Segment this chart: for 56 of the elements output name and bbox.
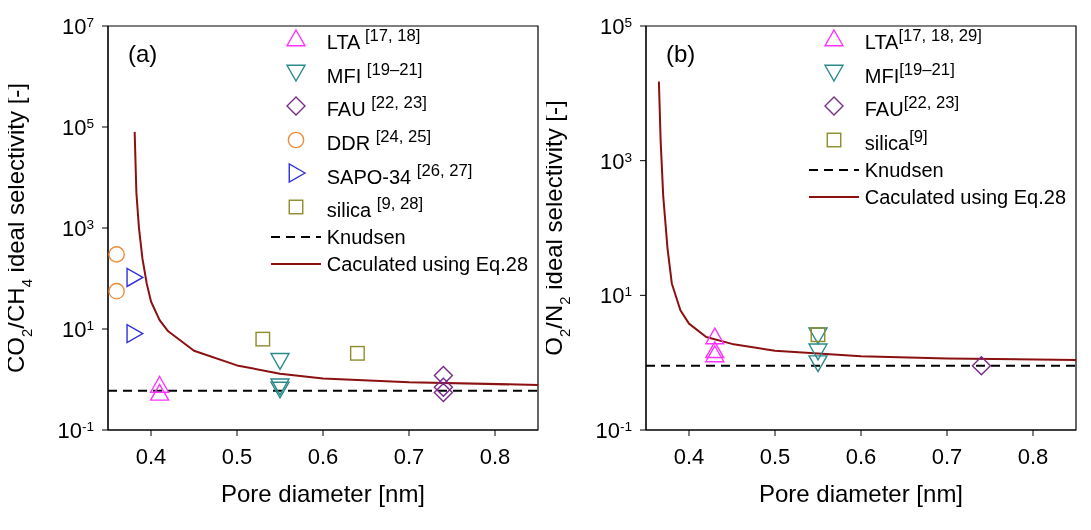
point bbox=[126, 267, 144, 288]
x-axis-title: Pore diameter [nm] bbox=[220, 480, 426, 507]
x-tick-label: 0.5 bbox=[221, 444, 253, 469]
x-tick-label: 0.6 bbox=[307, 444, 339, 469]
point bbox=[270, 352, 290, 370]
point bbox=[808, 343, 828, 361]
annotation: (a) bbox=[128, 40, 158, 68]
y-tick-label: 10$^{1}$ bbox=[599, 283, 632, 309]
legend-label: MFI $^{[19–21]}$ bbox=[326, 58, 423, 89]
legend-label: FAU $^{[22, 23]}$ bbox=[326, 92, 427, 122]
point bbox=[808, 355, 828, 373]
x-tick-label: 0.6 bbox=[845, 444, 877, 469]
y-tick-label: 10$^{5}$ bbox=[599, 14, 632, 39]
point bbox=[149, 383, 170, 401]
x-tick-label: 0.4 bbox=[135, 444, 167, 469]
point bbox=[349, 345, 365, 361]
legend-label: Caculated using Eq.28 bbox=[326, 251, 528, 277]
legend-label: MFI$^{[19–21]}$ bbox=[864, 58, 955, 89]
y-tick-label: 10$^{-1}$ bbox=[595, 418, 632, 443]
annotation: (b) bbox=[666, 40, 696, 68]
x-axis-title: Pore diameter [nm] bbox=[758, 480, 964, 507]
point bbox=[433, 377, 454, 398]
legend-label: Knudsen bbox=[326, 224, 406, 250]
point bbox=[433, 365, 454, 386]
line-series bbox=[133, 130, 538, 386]
y-tick-label: 10$^{3}$ bbox=[61, 216, 94, 241]
y-tick-label: 10$^{5}$ bbox=[61, 115, 94, 140]
point bbox=[126, 323, 144, 344]
x-tick-label: 0.7 bbox=[393, 444, 425, 469]
x-tick-label: 0.7 bbox=[931, 444, 963, 469]
legend-label: DDR $^{[24, 25]}$ bbox=[326, 125, 432, 156]
point bbox=[433, 382, 454, 403]
point bbox=[108, 282, 125, 300]
legend-label: LTA $^{[17, 18]}$ bbox=[326, 25, 421, 55]
x-tick-label: 0.4 bbox=[673, 444, 705, 469]
x-tick-label: 0.5 bbox=[759, 444, 791, 469]
point bbox=[705, 327, 725, 345]
point bbox=[705, 341, 725, 359]
legend-label: LTA$^{[17, 18, 29]}$ bbox=[864, 25, 982, 55]
y-tick-label: 10$^{-1}$ bbox=[57, 418, 94, 443]
legend-label: Knudsen bbox=[864, 157, 944, 183]
point bbox=[108, 246, 125, 263]
legend-label: SAPO-34 $^{[26, 27]}$ bbox=[326, 159, 473, 190]
legend-label: silica $^{[9, 28]}$ bbox=[326, 193, 424, 223]
x-tick-label: 0.8 bbox=[479, 444, 511, 469]
y-tick-label: 10$^{7}$ bbox=[61, 14, 94, 39]
legend-label: FAU$^{[22, 23]}$ bbox=[864, 92, 960, 122]
x-tick-label: 0.8 bbox=[1017, 444, 1049, 469]
legend-label: silica$^{[9]}$ bbox=[864, 125, 928, 156]
legend-label: Caculated using Eq.28 bbox=[864, 184, 1066, 210]
y-tick-label: 10$^{1}$ bbox=[61, 317, 94, 342]
point bbox=[705, 345, 725, 363]
y-tick-label: 10$^{3}$ bbox=[599, 148, 632, 174]
point bbox=[255, 331, 271, 347]
point bbox=[971, 356, 992, 376]
point bbox=[149, 375, 170, 393]
